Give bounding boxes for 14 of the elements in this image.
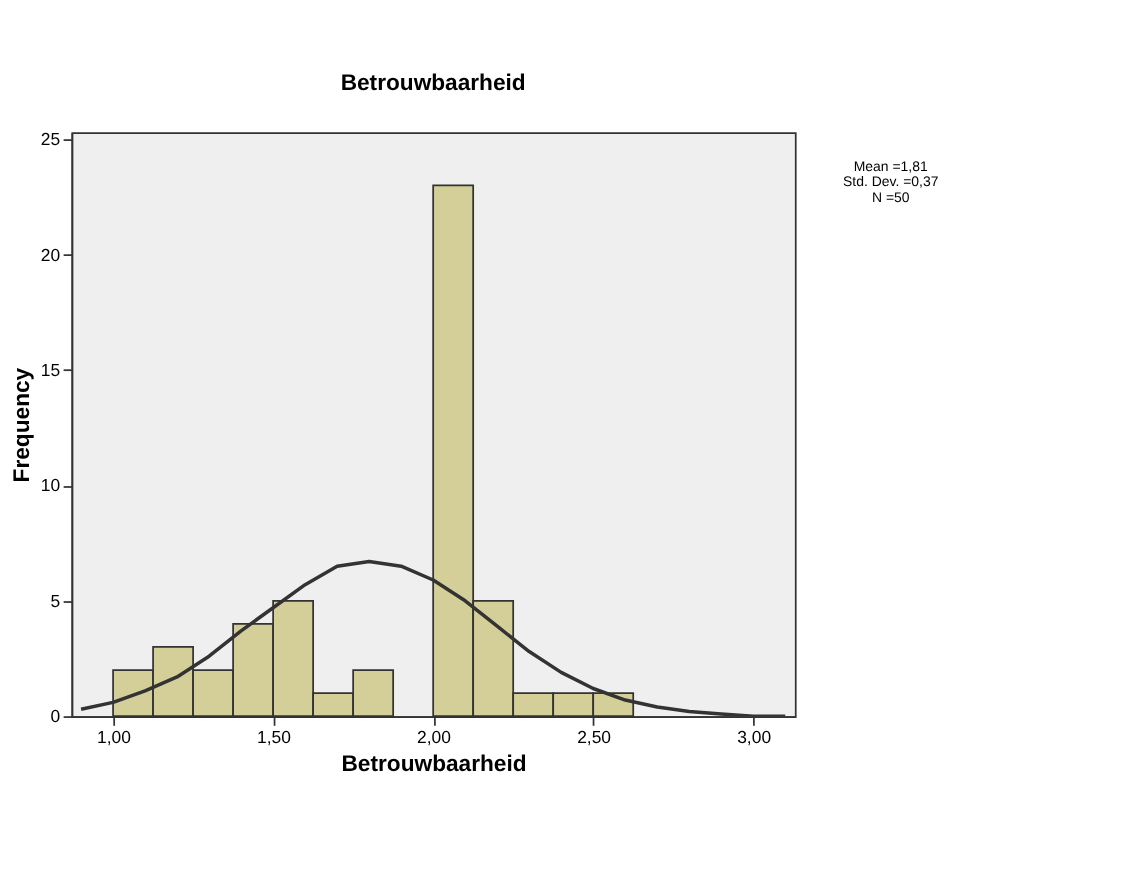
x-tick-label: 1,00	[97, 727, 132, 748]
y-axis-title: Frequency	[10, 366, 35, 483]
y-tick-label: 20	[40, 244, 61, 265]
x-tick-label: 2,00	[417, 727, 452, 748]
y-tick-label: 15	[40, 360, 61, 381]
x-tick-label: 3,00	[737, 727, 772, 748]
x-tick-label: 1,50	[257, 727, 292, 748]
chart-title: Betrouwbaarheid	[340, 72, 526, 97]
y-tick-label: 0	[50, 706, 61, 727]
x-axis-title: Betrouwbaarheid	[341, 753, 527, 778]
x-tick-label: 2,50	[577, 727, 612, 748]
y-tick-label: 5	[50, 590, 61, 611]
y-tick-label: 25	[40, 129, 61, 150]
y-tick-label: 10	[40, 475, 61, 496]
